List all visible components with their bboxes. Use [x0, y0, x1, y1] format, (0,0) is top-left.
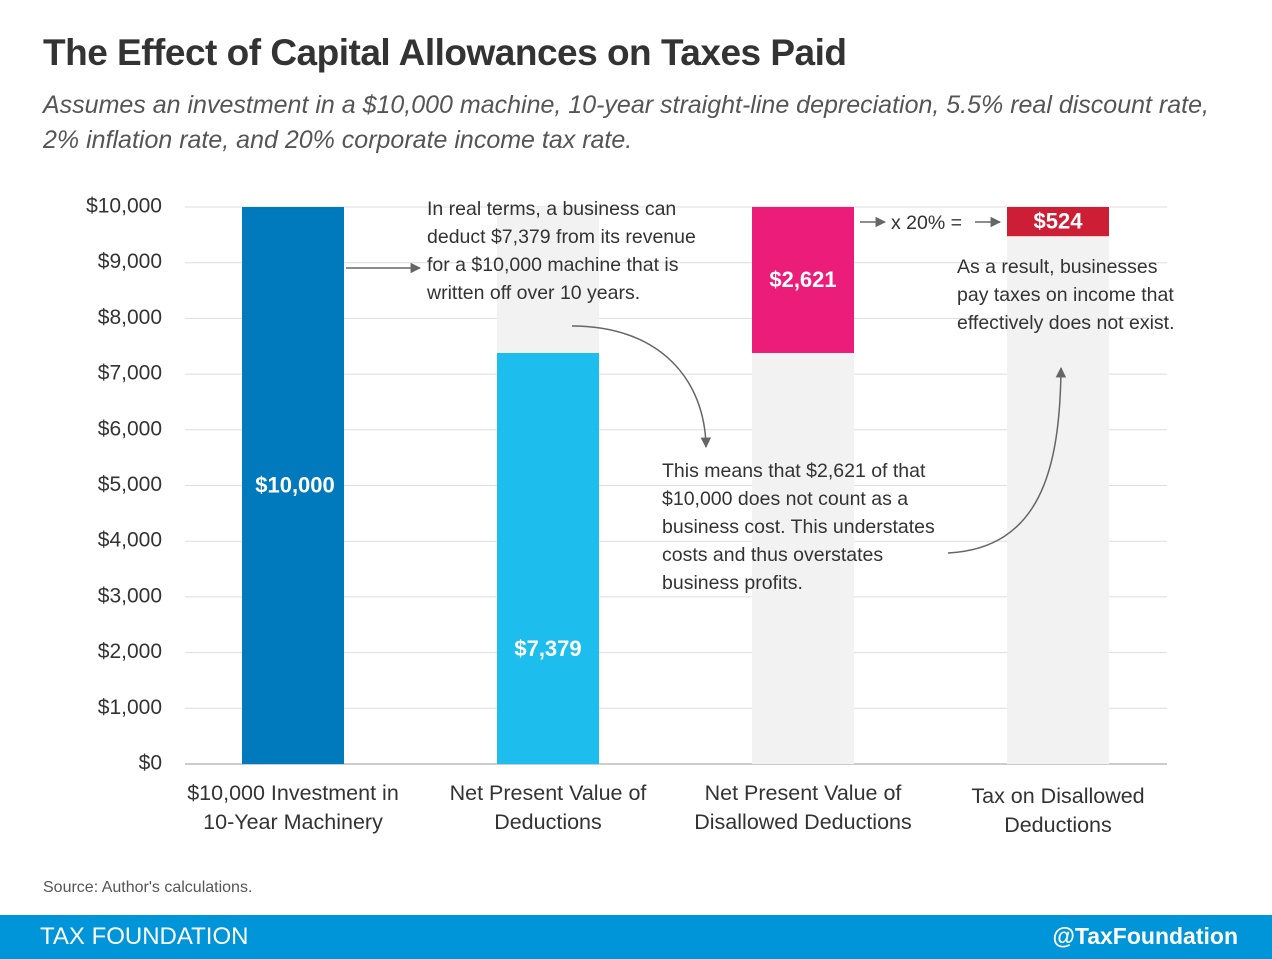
bar — [497, 352, 599, 764]
source: Source: Author's calculations. — [43, 879, 253, 896]
chart-title: The Effect of Capital Allowances on Taxe… — [43, 32, 847, 73]
bars — [242, 207, 1109, 764]
y-tick-label: $4,000 — [98, 529, 162, 552]
footer-bar — [0, 915, 1272, 959]
arrow — [571, 325, 712, 449]
value-label: $10,000 — [255, 472, 335, 497]
x-tick-label: Net Present Value of Deductions — [449, 781, 647, 834]
footer-handle: @TaxFoundation — [1052, 923, 1238, 949]
y-tick-label: $10,000 — [86, 195, 162, 218]
x-tick-label: Tax on Disallowed Deductions — [971, 784, 1145, 837]
chart-subtitle: Assumes an investment in a $10,000 machi… — [43, 91, 1209, 154]
y-tick-label: $5,000 — [98, 473, 162, 496]
annotation: x 20% = — [891, 212, 963, 234]
bar — [752, 207, 854, 353]
value-label: $7,379 — [514, 636, 581, 661]
bar — [242, 207, 344, 764]
annotation: In real terms, a business can deduct $7,… — [427, 198, 696, 304]
arrow — [947, 366, 1067, 554]
y-tick-label: $7,000 — [98, 362, 162, 385]
y-tick-label: $1,000 — [98, 696, 162, 719]
value-label: $2,621 — [769, 267, 836, 292]
y-tick-label: $9,000 — [98, 250, 162, 273]
bar — [1007, 207, 1109, 237]
y-tick-label: $3,000 — [98, 584, 162, 607]
y-tick-label: $6,000 — [98, 417, 162, 440]
annotation: This means that $2,621 of that $10,000 d… — [662, 460, 935, 594]
value-label: $524 — [1034, 208, 1084, 233]
annotation: As a result, businesses pay taxes on inc… — [957, 256, 1175, 334]
x-tick-label: $10,000 Investment in 10-Year Machinery — [187, 781, 399, 834]
arrows — [346, 216, 1067, 554]
y-tick-label: $2,000 — [98, 640, 162, 663]
x-tick-label: Net Present Value of Disallowed Deductio… — [694, 781, 912, 834]
y-tick-label: $0 — [139, 752, 162, 775]
grid — [185, 206, 1167, 765]
bar-background — [1007, 207, 1109, 764]
footer-brand: TAX FOUNDATION — [40, 923, 249, 950]
labels: $0 $1,000 $2,000 $3,000 $4,000 $5,000 $6,000 $7… — [86, 195, 1083, 775]
y-tick-label: $8,000 — [98, 306, 162, 329]
